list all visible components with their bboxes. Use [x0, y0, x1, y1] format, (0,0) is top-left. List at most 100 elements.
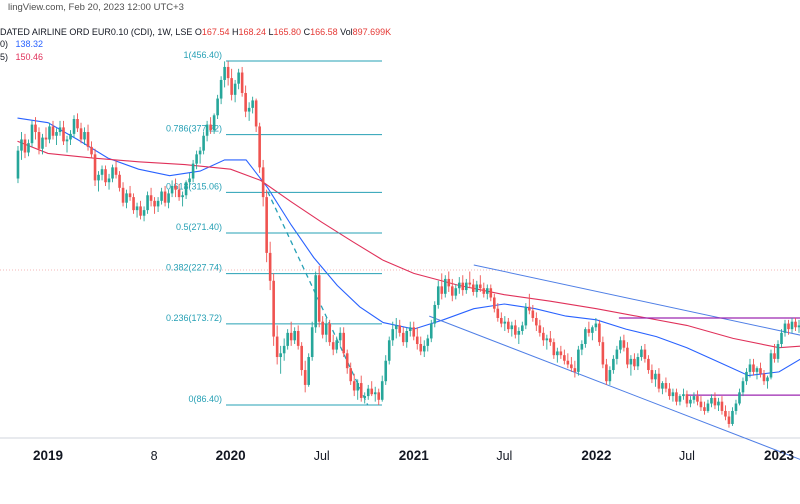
candle-body	[763, 374, 766, 381]
candle-body	[209, 125, 212, 131]
candle-body	[447, 279, 450, 286]
x-axis-tick-label: 2021	[399, 448, 430, 463]
candle-body	[80, 128, 83, 139]
x-axis-tick-label: 8	[151, 449, 158, 463]
fib-level-label: 0.5(271.40)	[176, 222, 222, 232]
candle-body	[283, 346, 286, 353]
candle-body	[150, 195, 153, 201]
candle-body	[353, 381, 356, 390]
candle-body	[216, 99, 219, 116]
candle-body	[486, 288, 489, 294]
moving-average-line	[18, 141, 800, 347]
candle-body	[693, 396, 696, 400]
candle-body	[440, 286, 443, 293]
candle-body	[300, 346, 303, 370]
ohlc-value-l: 165.80	[274, 27, 302, 37]
candle-body	[654, 374, 657, 380]
ohlc-value-vol: 897.699K	[353, 27, 392, 37]
candle-body	[742, 381, 745, 392]
candle-body	[363, 396, 366, 398]
candle-body	[689, 400, 692, 404]
candle-body	[412, 327, 415, 336]
candle-body	[321, 322, 324, 335]
candle-body	[251, 100, 254, 107]
candle-body	[97, 175, 100, 181]
candle-body	[178, 190, 181, 197]
candle-body	[668, 389, 671, 396]
candle-body	[202, 136, 205, 151]
candle-body	[402, 333, 405, 342]
candle-body	[745, 372, 748, 381]
candle-body	[227, 67, 230, 78]
candle-body	[167, 193, 170, 202]
candle-body	[258, 126, 261, 167]
candle-body	[602, 342, 605, 364]
candle-body	[52, 126, 55, 135]
candles-layer	[17, 61, 800, 427]
candle-body	[297, 331, 300, 346]
candle-body	[342, 333, 345, 353]
candle-body	[773, 353, 776, 359]
candle-body	[220, 80, 223, 99]
candle-body	[567, 361, 570, 365]
fib-level-label: 1(456.40)	[183, 50, 222, 60]
candle-body	[41, 138, 44, 149]
candle-body	[248, 108, 251, 112]
candle-body	[381, 381, 384, 400]
candle-body	[171, 186, 174, 193]
candle-body	[675, 392, 678, 401]
candle-body	[500, 318, 503, 324]
candle-body	[136, 206, 139, 210]
candle-body	[360, 383, 363, 398]
candle-body	[290, 333, 293, 340]
candle-body	[784, 324, 787, 333]
candle-body	[262, 167, 265, 197]
candle-body	[595, 324, 598, 328]
candle-body	[62, 127, 65, 141]
candle-body	[759, 368, 762, 374]
candle-body	[104, 169, 107, 182]
candle-body	[542, 333, 545, 340]
candle-body	[31, 125, 34, 144]
candle-body	[626, 348, 629, 365]
candle-body	[395, 325, 398, 329]
candle-body	[419, 344, 422, 351]
x-axis-tick-label: 2022	[581, 448, 611, 463]
candle-body	[118, 175, 121, 188]
candle-body	[605, 364, 608, 381]
candle-body	[507, 322, 510, 329]
candle-body	[160, 192, 163, 201]
symbol-name: DATED AIRLINE ORD EUR0.10 (CDI), 1W, LSE	[0, 27, 192, 37]
candle-body	[444, 279, 447, 294]
candle-body	[199, 151, 202, 155]
candle-body	[111, 167, 114, 178]
candle-body	[514, 325, 517, 334]
candle-body	[791, 322, 794, 329]
moving-average-line	[18, 118, 800, 376]
candle-body	[647, 359, 650, 370]
candle-body	[511, 325, 514, 329]
candle-body	[69, 134, 72, 140]
candle-body	[588, 329, 591, 333]
symbol-line: DATED AIRLINE ORD EUR0.10 (CDI), 1W, LSE…	[0, 27, 391, 37]
candle-body	[651, 370, 654, 379]
candle-body	[426, 338, 429, 345]
candle-body	[770, 353, 773, 377]
candle-body	[553, 342, 556, 355]
candle-body	[122, 188, 125, 203]
candle-body	[637, 357, 640, 366]
candle-body	[269, 253, 272, 281]
moving-average-layer	[18, 118, 800, 376]
candle-body	[153, 201, 156, 207]
ma-slow-value: 150.46	[16, 52, 44, 62]
candle-body	[335, 340, 338, 349]
candle-body	[409, 327, 412, 331]
ohlc-key-vol: Vol	[340, 27, 353, 37]
candle-body	[398, 325, 401, 332]
candle-body	[546, 338, 549, 340]
candle-body	[644, 350, 647, 359]
candle-body	[479, 285, 482, 289]
candle-body	[794, 322, 797, 328]
